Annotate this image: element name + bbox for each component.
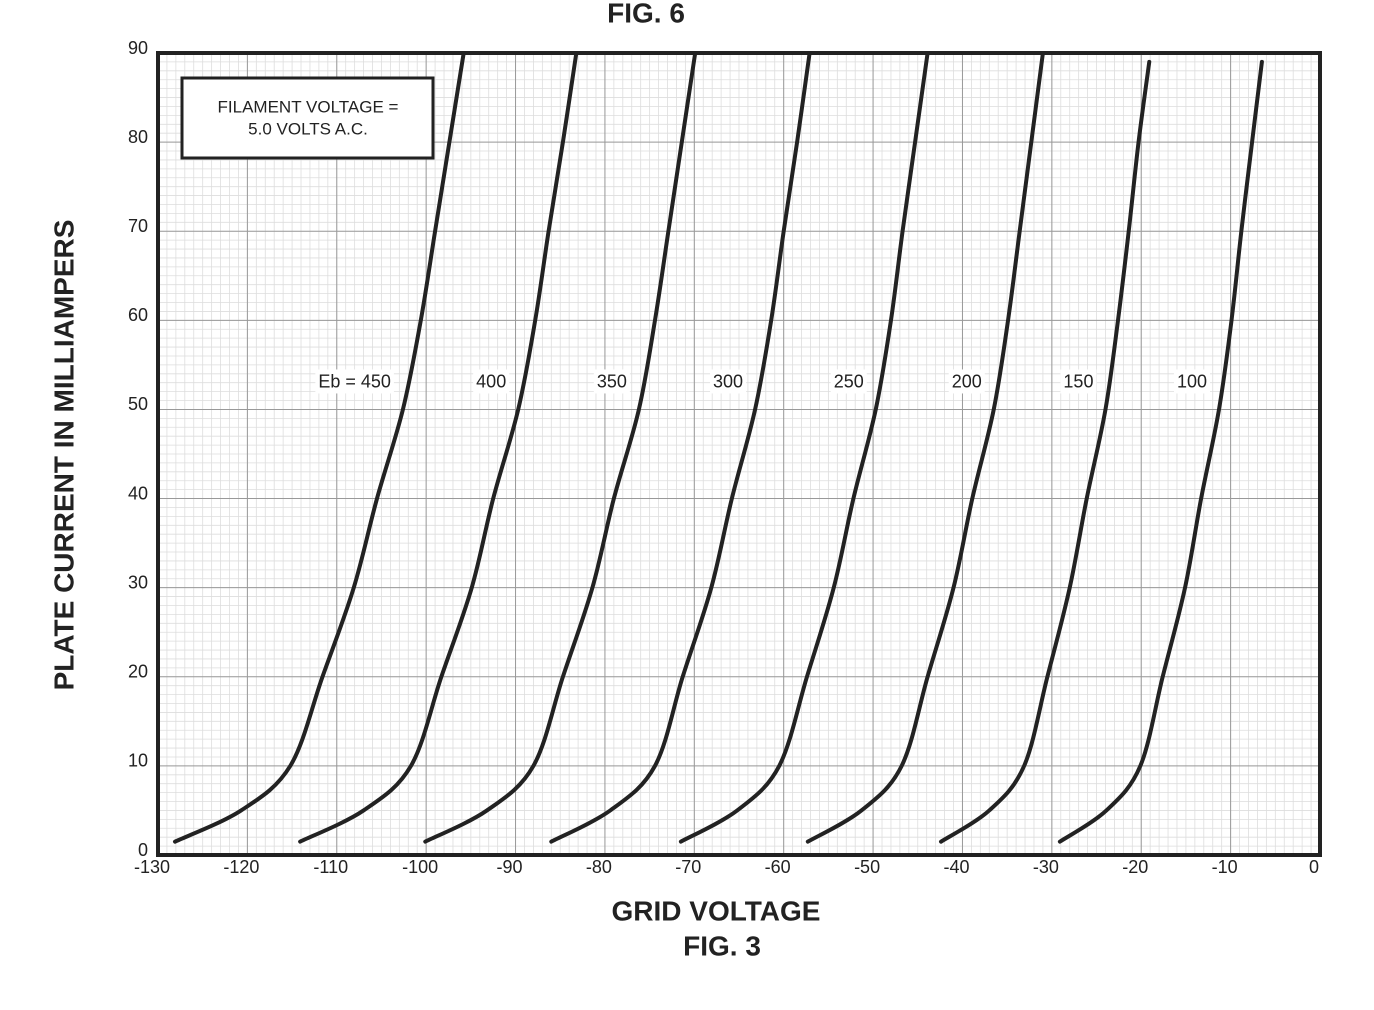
x-tick-label: -10 [1212,857,1238,877]
curve-label-bg [710,369,747,394]
curve-label: 300 [713,371,743,391]
curve [298,51,579,844]
curve-label-bg [948,369,985,394]
x-tick-label: -130 [134,857,170,877]
curve-label: 200 [952,371,982,391]
x-tick-label: -120 [223,857,259,877]
x-tick-label: -70 [675,857,701,877]
x-tick-label: -100 [402,857,438,877]
curve-label-bg [473,369,510,394]
annotation-text: 5.0 VOLTS A.C. [248,119,368,138]
y-tick-label: 30 [128,572,148,592]
x-tick-label: -40 [943,857,969,877]
curve-label: Eb = 450 [318,371,391,391]
x-tick-label: -50 [854,857,880,877]
y-tick-label: 70 [128,216,148,236]
curve-label-bg [593,369,630,394]
x-tick-label: -90 [497,857,523,877]
curve-label: 150 [1063,371,1093,391]
curve-label: 400 [476,371,506,391]
y-tick-label: 20 [128,662,148,682]
y-tick-label: 10 [128,751,148,771]
x-tick-label: -80 [586,857,612,877]
curve [678,51,930,844]
curve-label-bg [1173,369,1210,394]
caption: FIG. 3 [683,930,761,961]
y-tick-label: 0 [138,840,148,860]
plot-frame [156,51,1322,857]
curve-label: 100 [1177,371,1207,391]
annotation-box [180,76,435,160]
curve-label-bg [315,369,394,394]
curve-label: 350 [597,371,627,391]
annotation-text: FILAMENT VOLTAGE = [218,97,399,116]
x-tick-label: -30 [1033,857,1059,877]
x-tick-label: 0 [1309,857,1319,877]
curve-label-bg [830,369,867,394]
x-tick-label: -20 [1122,857,1148,877]
curve-label: 250 [834,371,864,391]
y-tick-label: 50 [128,394,148,414]
curve [805,51,1045,844]
curve [549,51,812,844]
curve [172,51,466,844]
y-tick-label: 90 [128,38,148,58]
y-tick-label: 40 [128,483,148,503]
y-tick-label: 60 [128,305,148,325]
y-tick-label: 80 [128,127,148,147]
chart-title: FIG. 6 [607,0,685,28]
x-tick-label: -110 [313,857,348,877]
curve [939,59,1152,844]
y-axis-label: PLATE CURRENT IN MILLIAMPERS [48,220,79,691]
x-axis-label: GRID VOLTAGE [612,895,821,926]
x-tick-label: -60 [765,857,791,877]
curve [1057,59,1264,844]
curve-label-bg [1060,369,1097,394]
curve [423,51,698,844]
